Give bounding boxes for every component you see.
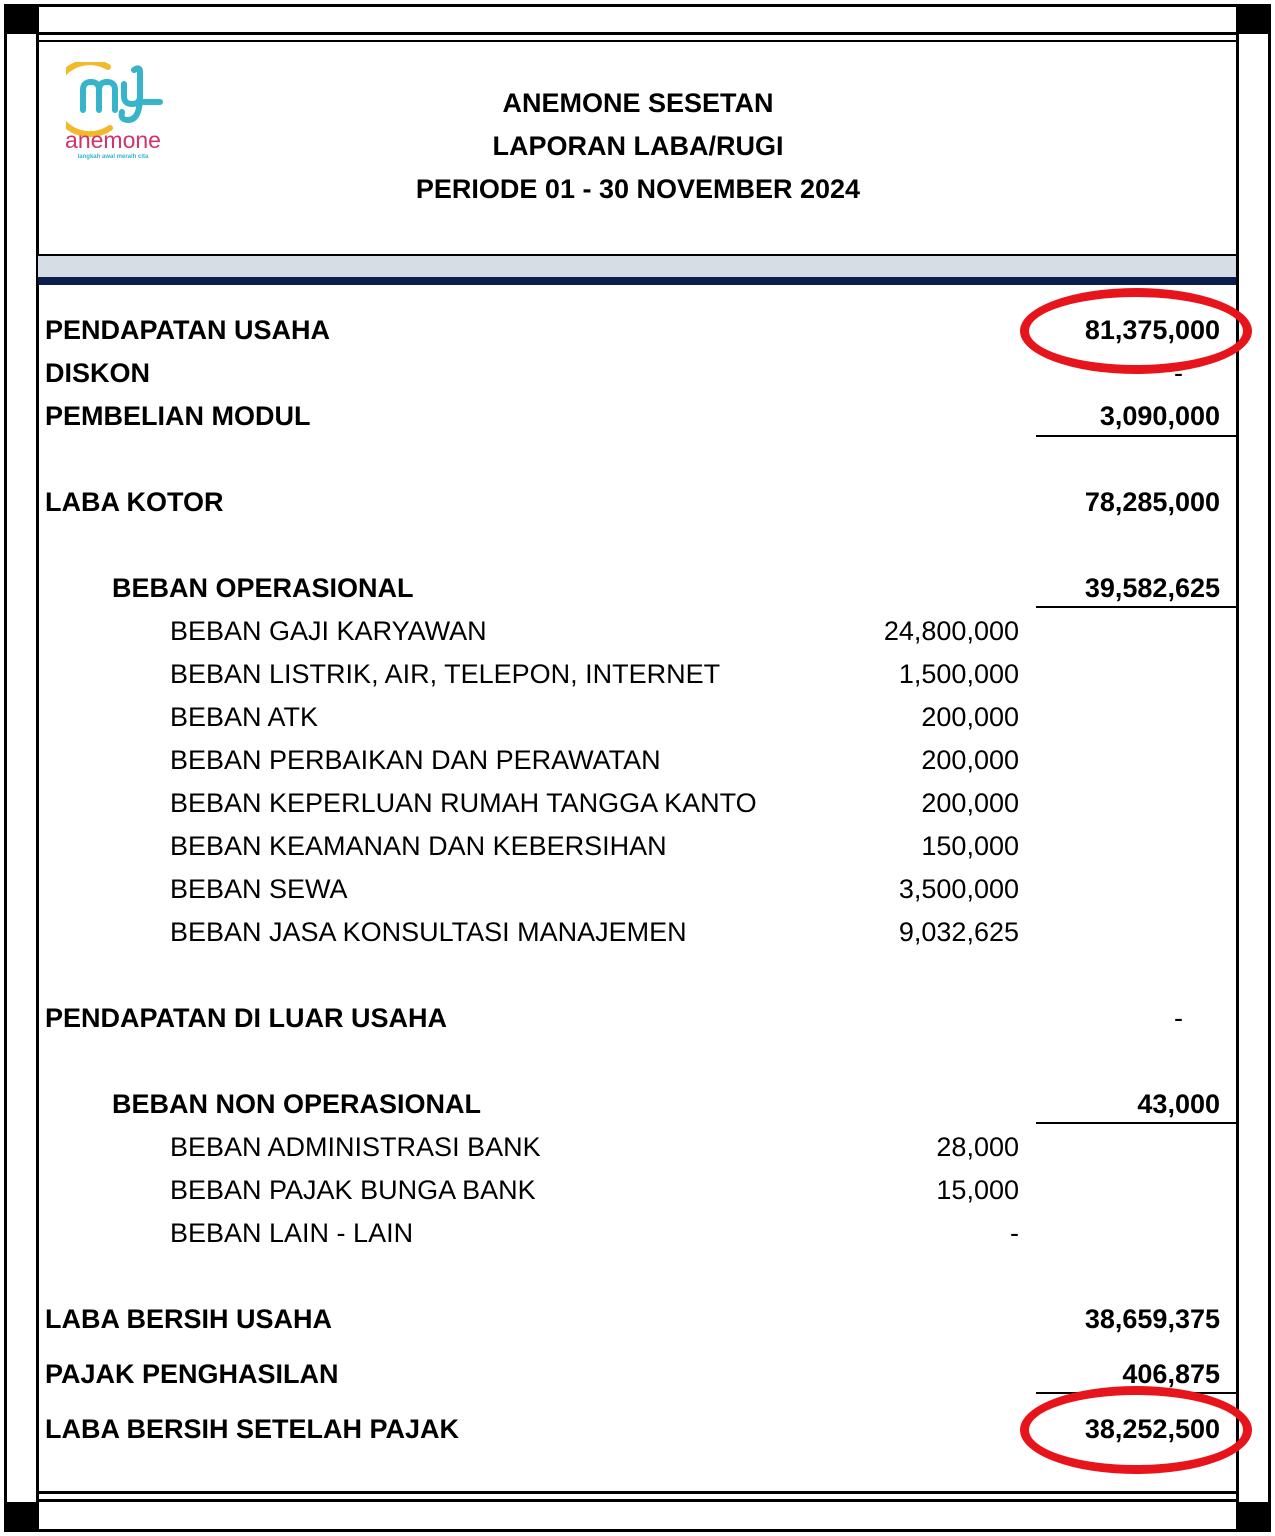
inner-right (1236, 4, 1239, 1532)
statement-row: BEBAN ATK 200,000 (0, 697, 1275, 737)
frame-bottom (4, 1529, 1271, 1532)
divider (36, 1491, 1239, 1494)
statement-row: BEBAN PERBAIKAN DAN PERAWATAN 200,000 (0, 740, 1275, 780)
statement-row: LABA BERSIH USAHA 38,659,375 (0, 1299, 1275, 1339)
statement-row: BEBAN KEPERLUAN RUMAH TANGGA KANTO 200,00… (0, 783, 1275, 823)
corner (4, 1502, 38, 1532)
highlight-circle-revenue (1020, 288, 1252, 374)
logo-icon: anemone langkah awal meraih cita (50, 59, 163, 160)
row-label: BEBAN KEAMANAN DAN KEBERSIHAN (170, 831, 667, 861)
divider (36, 1499, 1239, 1502)
row-total: 39,582,625 (1084, 573, 1220, 603)
row-label: BEBAN NON OPERASIONAL (112, 1089, 482, 1119)
row-amount: 200,000 (921, 702, 1019, 732)
logo-wordmark: anemone (66, 127, 161, 153)
statement-row: BEBAN NON OPERASIONAL 43,000 (0, 1084, 1275, 1124)
underline (1036, 435, 1236, 437)
row-label: BEBAN JASA KONSULTASI MANAJEMEN (170, 917, 687, 947)
row-label: LABA BERSIH SETELAH PAJAK (45, 1414, 460, 1444)
statement-row: BEBAN LISTRIK, AIR, TELEPON, INTERNET 1,5… (0, 654, 1275, 694)
row-label: BEBAN GAJI KARYAWAN (170, 616, 487, 646)
divider (36, 32, 1239, 35)
row-label: BEBAN PAJAK BUNGA BANK (170, 1175, 536, 1205)
corner (1236, 4, 1271, 34)
row-amount: 28,000 (936, 1132, 1019, 1162)
row-label: LABA KOTOR (45, 487, 224, 517)
row-label: BEBAN LISTRIK, AIR, TELEPON, INTERNET (170, 659, 721, 689)
highlight-circle-net-profit (1020, 1386, 1252, 1474)
row-total: 43,000 (1137, 1089, 1220, 1119)
statement-row: BEBAN LAIN - LAIN - (0, 1213, 1275, 1253)
row-label: PAJAK PENGHASILAN (45, 1359, 339, 1389)
underline (1036, 1122, 1236, 1124)
company-name: ANEMONE SESETAN (502, 88, 774, 118)
row-label: BEBAN LAIN - LAIN (170, 1218, 414, 1248)
logo-tagline: langkah awal meraih cita (78, 154, 149, 160)
row-label: BEBAN PERBAIKAN DAN PERAWATAN (170, 745, 661, 775)
row-amount: 150,000 (921, 831, 1019, 861)
report-period: PERIODE 01 - 30 NOVEMBER 2024 (415, 174, 861, 204)
row-label: DISKON (45, 358, 151, 388)
statement-row: BEBAN SEWA 3,500,000 (0, 869, 1275, 909)
logo: anemone langkah awal meraih cita (50, 59, 166, 162)
row-amount: 200,000 (921, 745, 1019, 775)
band-line (38, 254, 1236, 256)
row-amount: 3,500,000 (898, 874, 1019, 904)
row-label: LABA BERSIH USAHA (45, 1304, 333, 1334)
statement-row: BEBAN PAJAK BUNGA BANK 15,000 (0, 1170, 1275, 1210)
statement-row: DISKON - (0, 353, 1275, 393)
row-label: BEBAN ADMINISTRASI BANK (170, 1132, 541, 1162)
row-amount: - (1010, 1218, 1019, 1248)
corner (1236, 1502, 1271, 1532)
row-label: PENDAPATAN DI LUAR USAHA (45, 1003, 447, 1033)
statement-row: PAJAK PENGHASILAN 406,875 (0, 1354, 1275, 1394)
frame-top (4, 4, 1271, 7)
row-total: - (1174, 358, 1183, 388)
row-label: BEBAN ATK (170, 702, 319, 732)
statement-row: LABA KOTOR 78,285,000 (0, 482, 1275, 522)
frame-left (4, 4, 7, 1532)
band-light (38, 256, 1236, 277)
row-amount: 9,032,625 (898, 917, 1019, 947)
row-label: PEMBELIAN MODUL (45, 401, 311, 431)
band-dark (38, 277, 1236, 285)
row-total: 78,285,000 (1084, 487, 1220, 517)
frame-right (1268, 4, 1271, 1532)
report-title: LAPORAN LABA/RUGI (492, 131, 784, 161)
inner-left (36, 4, 39, 1532)
row-total: 38,659,375 (1084, 1304, 1220, 1334)
row-label: BEBAN KEPERLUAN RUMAH TANGGA KANTO (170, 788, 757, 818)
statement-row: PENDAPATAN DI LUAR USAHA - (0, 998, 1275, 1038)
row-amount: 15,000 (936, 1175, 1019, 1205)
statement-row: BEBAN GAJI KARYAWAN 24,800,000 (0, 611, 1275, 651)
statement-row: BEBAN ADMINISTRASI BANK 28,000 (0, 1127, 1275, 1167)
row-amount: 200,000 (921, 788, 1019, 818)
statement-row: BEBAN KEAMANAN DAN KEBERSIHAN 150,000 (0, 826, 1275, 866)
corner (4, 4, 38, 34)
row-amount: 24,800,000 (883, 616, 1019, 646)
row-amount: 1,500,000 (898, 659, 1019, 689)
underline (1036, 606, 1236, 608)
row-total: 3,090,000 (1099, 401, 1220, 431)
divider (36, 40, 1239, 42)
row-total: - (1174, 1003, 1183, 1033)
row-label: PENDAPATAN USAHA (45, 315, 331, 345)
row-label: BEBAN OPERASIONAL (112, 573, 414, 603)
row-label: BEBAN SEWA (170, 874, 348, 904)
statement-row: BEBAN JASA KONSULTASI MANAJEMEN 9,032,625 (0, 912, 1275, 952)
statement-row: PEMBELIAN MODUL 3,090,000 (0, 396, 1275, 436)
row-total: 406,875 (1122, 1359, 1220, 1389)
statement-row: BEBAN OPERASIONAL 39,582,625 (0, 568, 1275, 608)
